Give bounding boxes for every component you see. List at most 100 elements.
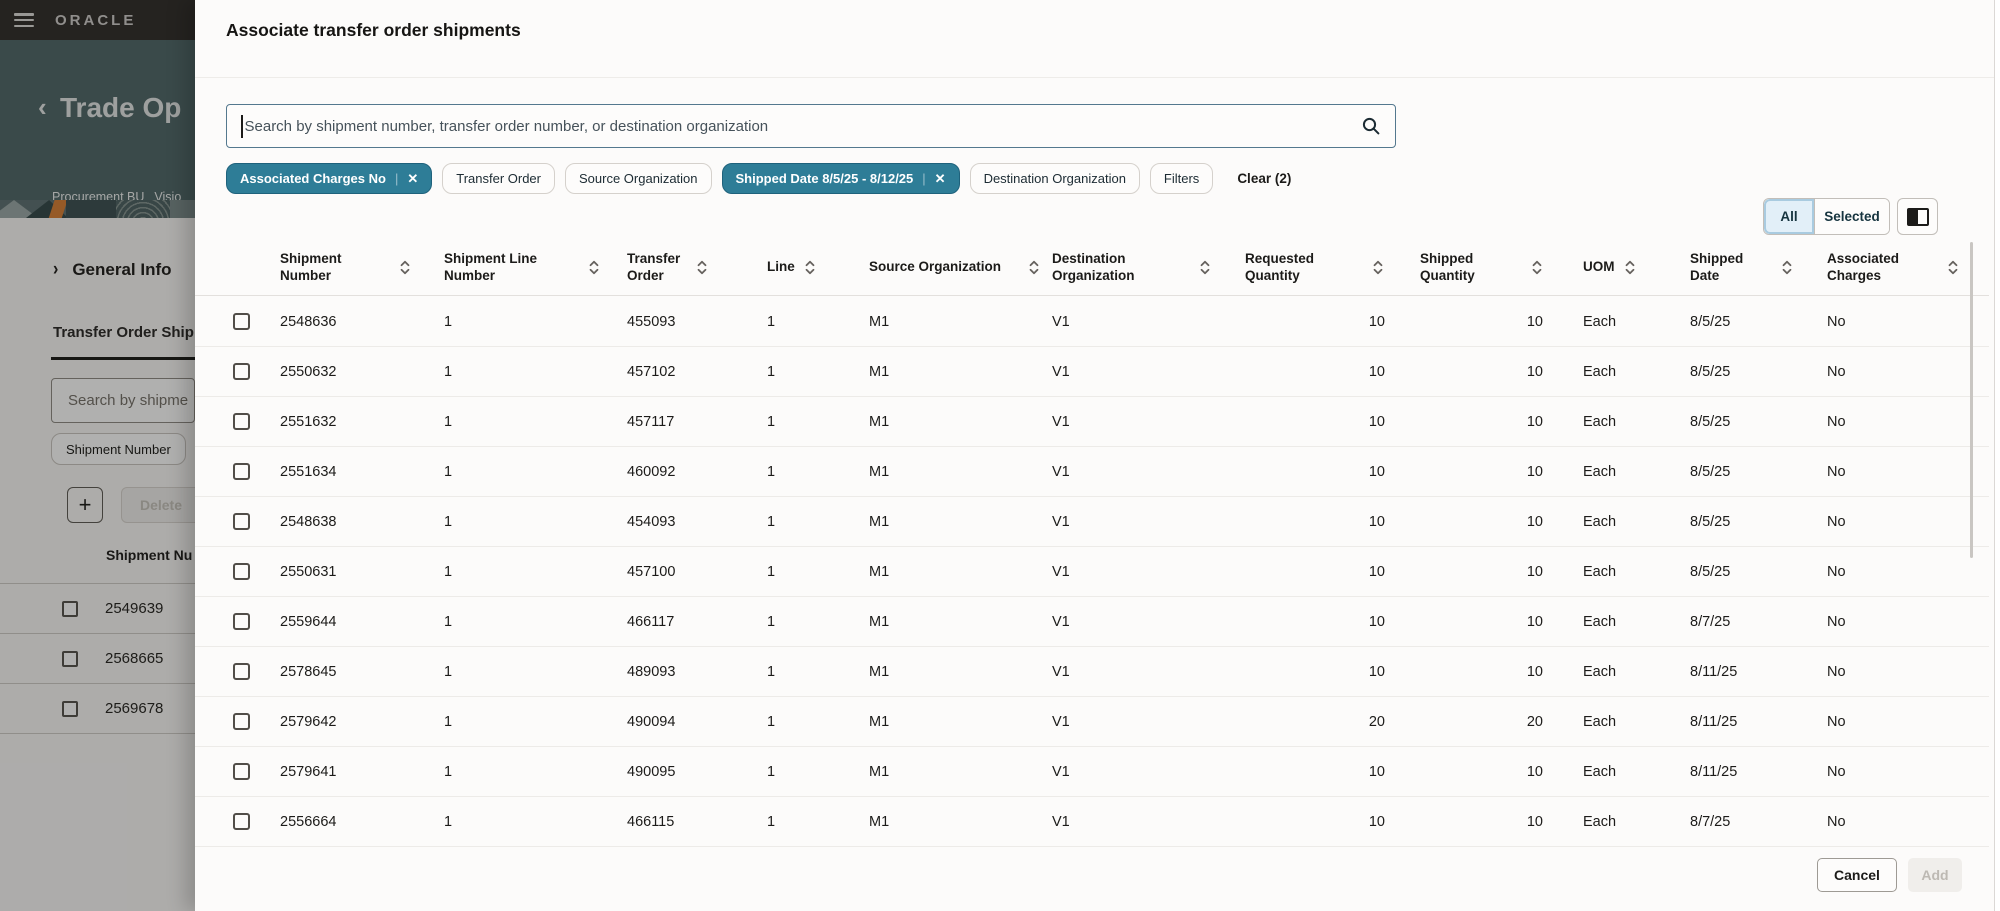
row-checkbox[interactable] [233,663,250,680]
filter-chip-label: Destination Organization [983,171,1126,186]
split-view-button[interactable] [1897,198,1938,235]
table-cell: 8/11/25 [1690,663,1738,680]
table-cell: 466115 [627,813,675,830]
row-checkbox[interactable] [233,363,250,380]
filter-chip[interactable]: Filters [1149,163,1214,194]
row-checkbox[interactable] [233,613,250,630]
bg-shipment-list: 2549639 2568665 2569678 [0,583,195,734]
back-icon[interactable]: ‹ [38,92,47,122]
sort-icon[interactable] [1532,260,1542,275]
table-cell: M1 [869,363,890,380]
bg-row-checkbox[interactable] [62,651,78,667]
search-icon[interactable] [1361,116,1381,136]
sort-icon[interactable] [1782,260,1792,275]
background-page: ORACLE ‹ Trade Op Procurement BU Visio › … [0,0,195,911]
sort-icon[interactable] [1948,260,1958,275]
filter-chip[interactable]: Shipped Date 8/5/25 - 8/12/25 | ✕ [721,163,960,194]
column-header[interactable]: Associated Charges [1827,251,1958,285]
sort-icon[interactable] [1625,260,1635,275]
table-cell: M1 [869,463,890,480]
bg-filter-chip-shipment-number[interactable]: Shipment Number [51,433,186,465]
row-checkbox[interactable] [233,413,250,430]
table-cell: 2559644 [280,613,337,630]
row-checkbox[interactable] [233,313,250,330]
row-checkbox-cell [226,463,280,480]
bg-shipment-number: 2549639 [105,600,164,617]
sort-icon[interactable] [805,260,815,275]
row-checkbox-cell [226,513,280,530]
column-header[interactable]: Shipped Quantity [1420,251,1583,285]
tab-transfer-order-shipments[interactable]: Transfer Order Ship [53,324,194,341]
table-row: 2579642 1 490094 1 M1 V1 20 20 Each 8/11/25 No [195,697,1989,747]
search-input[interactable]: Search by shipment number, transfer orde… [226,104,1396,148]
table-cell: 1 [444,663,453,680]
table-cell: V1 [1052,313,1070,330]
table-cell: Each [1583,563,1617,580]
bg-row-checkbox[interactable] [62,601,78,617]
sort-icon[interactable] [697,260,707,275]
scrollbar-thumb[interactable] [1970,242,1973,558]
drawer-title: Associate transfer order shipments [226,20,521,40]
toggle-all-button[interactable]: All [1764,199,1814,234]
row-checkbox[interactable] [233,463,250,480]
column-header[interactable]: Source Organization [869,259,1052,276]
sort-icon[interactable] [1373,260,1383,275]
row-checkbox[interactable] [233,563,250,580]
column-header-label: Destination Organization [1052,250,1135,283]
column-header[interactable]: UOM [1583,259,1690,276]
remove-filter-icon[interactable]: ✕ [407,170,419,186]
column-header[interactable]: Shipment Number [280,251,444,285]
row-checkbox[interactable] [233,763,250,780]
sort-icon[interactable] [1200,260,1210,275]
chip-separator: | [922,171,926,186]
bg-search-input[interactable]: Search by shipme [51,378,195,423]
column-header[interactable]: Destination Organization [1052,251,1245,285]
table-cell: 8/5/25 [1690,563,1731,580]
title-divider [195,77,2000,78]
column-header[interactable]: Shipped Date [1690,251,1827,285]
table-cell: 1 [767,663,776,680]
column-header[interactable]: Line [767,259,869,276]
delete-button[interactable]: Delete [121,487,195,523]
table-cell: 2550632 [280,363,337,380]
filter-chip[interactable]: Associated Charges No | ✕ [226,163,433,194]
table-cell: M1 [869,663,890,680]
column-header[interactable]: Requested Quantity [1245,251,1420,285]
column-header-label: Line [767,259,795,275]
table-cell: 1 [767,413,776,430]
table-cell: 8/5/25 [1690,313,1731,330]
table-cell: M1 [869,613,890,630]
remove-filter-icon[interactable]: ✕ [934,170,946,186]
filter-chip[interactable]: Source Organization [565,163,712,194]
menu-icon[interactable] [14,13,34,27]
row-checkbox[interactable] [233,513,250,530]
add-button[interactable]: Add [1908,858,1962,892]
column-header[interactable]: Transfer Order [627,251,767,285]
clear-filters-button[interactable]: Clear (2) [1237,171,1292,186]
sort-icon[interactable] [1029,260,1039,275]
general-info-section[interactable]: › General Info [53,259,172,280]
bg-table-row: 2568665 [0,634,195,684]
filter-chip[interactable]: Destination Organization [969,163,1140,194]
column-header[interactable]: Shipment Line Number [444,251,627,285]
table-cell: 455093 [627,313,676,330]
table-row: 2548638 1 454093 1 M1 V1 10 10 Each 8/5/25 No [195,497,1989,547]
add-row-button[interactable]: + [67,487,103,523]
row-checkbox[interactable] [233,713,250,730]
bg-row-checkbox[interactable] [62,701,78,717]
table-cell: 8/7/25 [1690,613,1731,630]
table-cell: 20 [1526,713,1543,730]
table-cell: 1 [444,613,453,630]
expand-icon[interactable]: › [53,259,59,280]
table-cell: 8/11/25 [1690,713,1738,730]
sort-icon[interactable] [589,260,599,275]
cancel-button[interactable]: Cancel [1817,858,1897,892]
table-row: 2579641 1 490095 1 M1 V1 10 10 Each 8/11/25 No [195,747,1989,797]
toggle-selected-button[interactable]: Selected [1814,199,1889,234]
sort-icon[interactable] [400,260,410,275]
table-cell: 10 [1526,313,1543,330]
row-checkbox[interactable] [233,813,250,830]
table-cell: 2550631 [280,563,337,580]
filter-chip[interactable]: Transfer Order [442,163,555,194]
